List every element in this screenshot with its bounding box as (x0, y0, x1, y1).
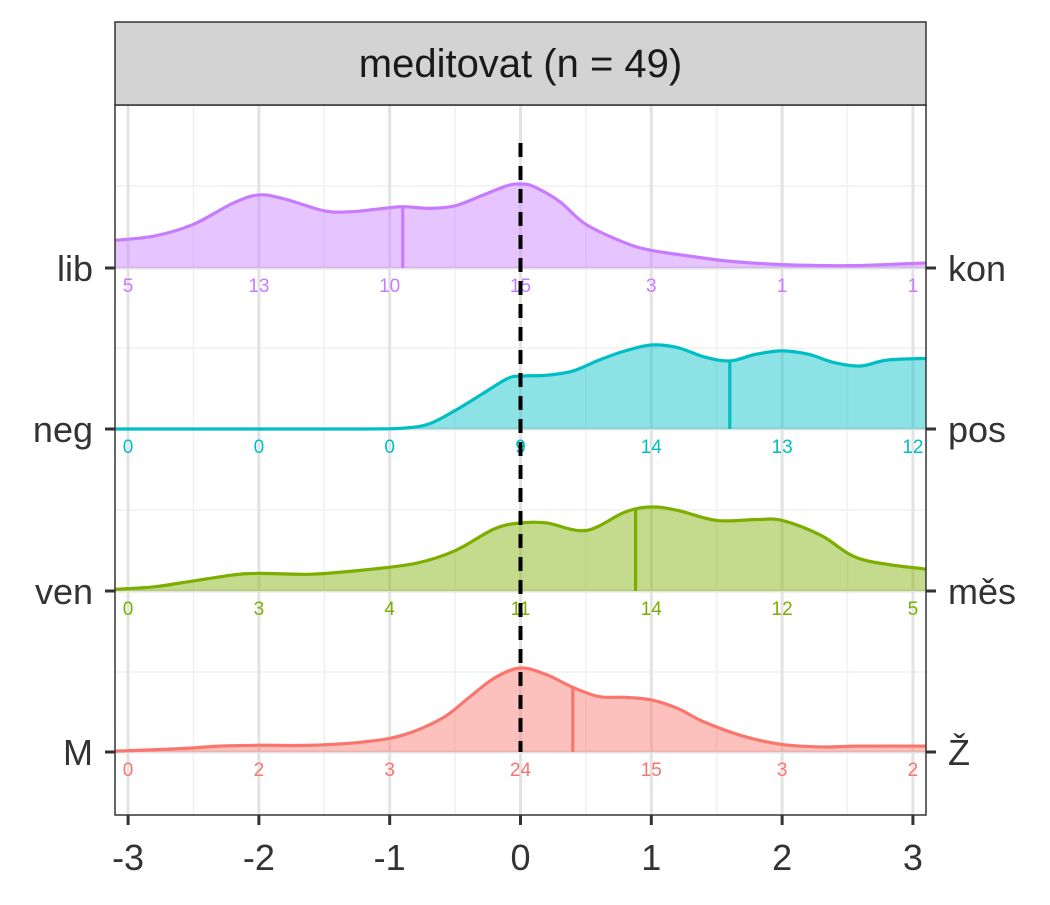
x-tick-label: 0 (510, 837, 530, 878)
count-label: 0 (123, 760, 134, 781)
count-label: 13 (772, 437, 793, 458)
count-label: 2 (254, 760, 265, 781)
facet-strip-title: meditovat (n = 49) (359, 42, 683, 86)
mean-marker-layer (401, 206, 732, 752)
count-label: 3 (777, 760, 788, 781)
y-label-right: Ž (948, 732, 970, 773)
count-label: 14 (641, 599, 663, 620)
y-label-left: ven (35, 571, 93, 612)
density-line-M (114, 666, 927, 753)
x-tick-label: 2 (772, 837, 792, 878)
count-label: 0 (254, 437, 265, 458)
count-label: 15 (641, 760, 662, 781)
y-label-right: měs (948, 571, 1016, 612)
y-label-right: pos (948, 409, 1006, 450)
y-label-right: kon (948, 248, 1006, 289)
count-label: 14 (641, 437, 663, 458)
y-label-left: neg (33, 409, 93, 450)
count-label: 12 (772, 599, 793, 620)
density-line-ven (114, 505, 927, 591)
count-label: 2 (908, 760, 919, 781)
count-label: 5 (123, 276, 134, 297)
facet-strip (114, 21, 927, 106)
count-label: 1 (908, 276, 919, 297)
x-tick-label: -3 (112, 837, 144, 878)
count-label: 1 (777, 276, 788, 297)
count-label: 13 (248, 276, 269, 297)
count-label: 3 (646, 276, 657, 297)
count-label: 10 (379, 276, 400, 297)
density-line-lib (114, 182, 927, 268)
count-label: 0 (384, 437, 395, 458)
y-label-left: lib (57, 248, 93, 289)
count-label-layer: 513101531100091413120341114125023241532 (123, 276, 924, 781)
count-label: 5 (908, 599, 919, 620)
count-label: 0 (123, 437, 134, 458)
count-label: 0 (123, 599, 134, 620)
count-label: 3 (384, 760, 395, 781)
x-tick-label: 3 (903, 837, 923, 878)
x-tick-label: -2 (243, 837, 275, 878)
count-label: 4 (384, 599, 395, 620)
count-label: 3 (254, 599, 265, 620)
y-label-left: M (63, 732, 93, 773)
count-label: 24 (510, 760, 532, 781)
density-area-ven (115, 506, 926, 591)
density-line-layer (114, 182, 927, 753)
x-tick-label: -1 (374, 837, 406, 878)
density-line-neg (114, 343, 927, 431)
x-tick-label: 1 (641, 837, 661, 878)
count-label: 12 (902, 437, 923, 458)
